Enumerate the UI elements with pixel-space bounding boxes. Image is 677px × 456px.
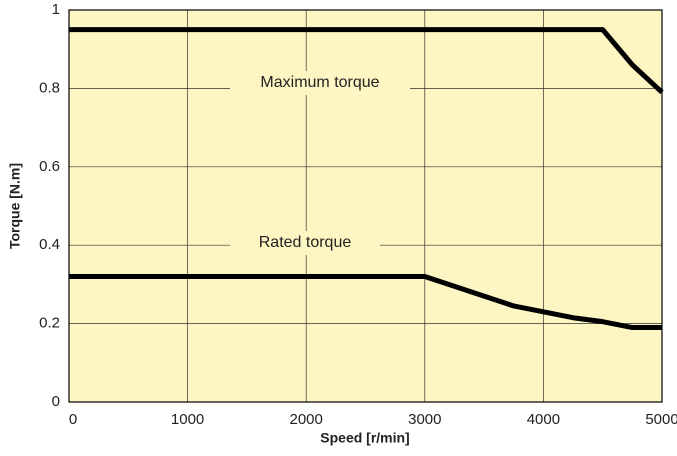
y-tick-label: 0 [52, 393, 60, 410]
annotation: Rated torque [259, 234, 352, 251]
annotation-background [230, 231, 380, 255]
line [69, 27, 664, 95]
y-tick-label: 0.4 [39, 236, 60, 253]
annotation-background [230, 71, 410, 95]
y-axis-label: Torque [N.m] [7, 163, 23, 249]
x-tick-label: 0 [69, 411, 77, 428]
x-tick-label: 3000 [408, 411, 441, 428]
y-tick-label: 0.2 [39, 315, 60, 332]
x-tick-label: 2000 [290, 411, 323, 428]
x-axis-label: Speed [r/min] [320, 430, 409, 446]
y-tick-label: 0.6 [39, 158, 60, 175]
y-tick-label: 0.8 [39, 79, 60, 96]
y-tick-label: 1 [52, 1, 60, 18]
x-tick-label: 5000 [645, 411, 677, 428]
x-tick-label: 1000 [171, 411, 204, 428]
plot-background [69, 10, 662, 402]
x-tick-label: 4000 [527, 411, 560, 428]
annotation: Maximum torque [260, 74, 379, 91]
plot-frame [68, 9, 663, 403]
line [69, 274, 662, 331]
